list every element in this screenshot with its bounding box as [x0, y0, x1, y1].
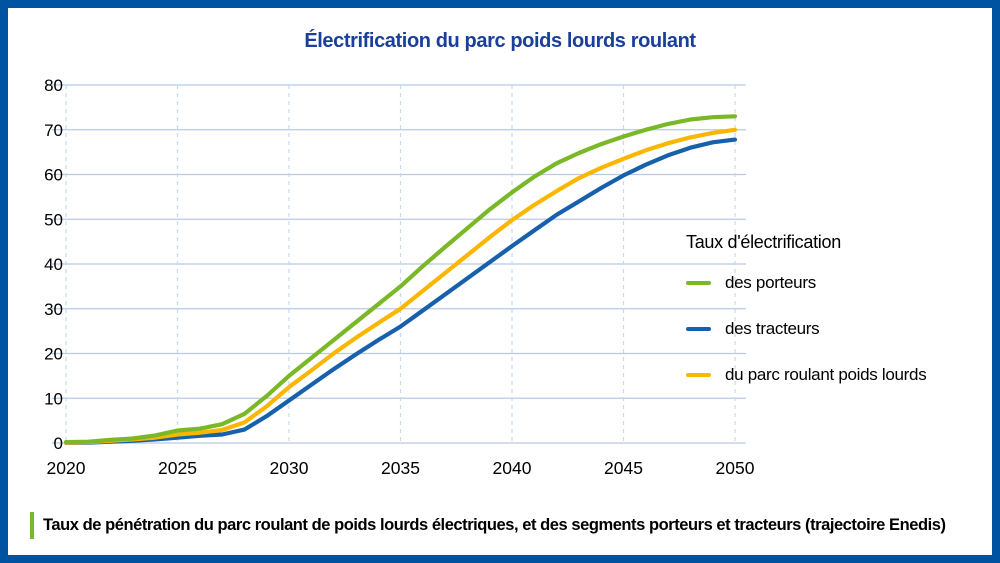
svg-text:20: 20 — [44, 345, 63, 364]
legend-label: du parc roulant poids lourds — [725, 365, 927, 384]
svg-text:2030: 2030 — [270, 458, 309, 478]
caption-text: Taux de pénétration du parc roulant de p… — [43, 516, 946, 534]
svg-text:70: 70 — [44, 121, 63, 140]
grid-layer — [52, 84, 746, 444]
caption-accent-bar — [30, 512, 34, 539]
svg-text:0: 0 — [54, 434, 63, 453]
legend-item-porteurs: des porteurs — [686, 273, 976, 293]
svg-text:10: 10 — [44, 389, 63, 408]
legend-label: des porteurs — [725, 273, 816, 292]
tracteurs-line-swatch-icon — [686, 327, 711, 331]
svg-text:40: 40 — [44, 255, 63, 274]
chart-legend: Taux d'électrification des porteurs des … — [686, 232, 976, 411]
svg-text:2045: 2045 — [604, 458, 643, 478]
svg-text:50: 50 — [44, 210, 63, 229]
svg-text:2035: 2035 — [381, 458, 420, 478]
legend-item-tracteurs: des tracteurs — [686, 319, 976, 339]
series-lines — [63, 114, 738, 445]
svg-text:2050: 2050 — [716, 458, 755, 478]
chart-title: Électrification du parc poids lourds rou… — [304, 30, 696, 52]
svg-text:80: 80 — [44, 76, 63, 95]
svg-text:2020: 2020 — [47, 458, 86, 478]
svg-text:60: 60 — [44, 166, 63, 185]
parc-roulant-line-swatch-icon — [686, 373, 711, 377]
legend-title: Taux d'électrification — [686, 232, 841, 252]
svg-text:2025: 2025 — [158, 458, 197, 478]
legend-item-parc-roulant: du parc roulant poids lourds — [686, 365, 976, 385]
figure-caption: Taux de pénétration du parc roulant de p… — [30, 512, 946, 539]
svg-text:30: 30 — [44, 300, 63, 319]
legend-label: des tracteurs — [725, 319, 820, 338]
svg-text:2040: 2040 — [493, 458, 532, 478]
porteurs-line-swatch-icon — [686, 281, 711, 285]
